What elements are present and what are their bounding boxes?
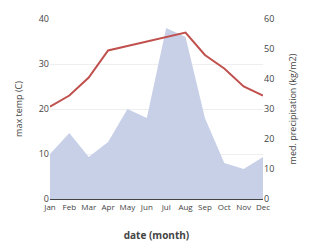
svg-text:Mar: Mar bbox=[81, 201, 97, 212]
svg-text:Dec: Dec bbox=[256, 201, 270, 212]
svg-text:20: 20 bbox=[264, 132, 274, 145]
svg-text:Jan: Jan bbox=[43, 201, 56, 212]
svg-text:Jul: Jul bbox=[161, 201, 171, 212]
svg-text:date (month): date (month) bbox=[124, 228, 190, 242]
svg-text:0: 0 bbox=[44, 192, 49, 205]
svg-text:60: 60 bbox=[264, 12, 274, 25]
svg-text:10: 10 bbox=[264, 162, 274, 175]
svg-text:50: 50 bbox=[264, 42, 274, 55]
svg-text:40: 40 bbox=[264, 72, 274, 85]
svg-text:Oct: Oct bbox=[218, 201, 231, 212]
svg-text:40: 40 bbox=[39, 12, 49, 25]
svg-text:10: 10 bbox=[39, 147, 49, 160]
svg-text:30: 30 bbox=[264, 102, 274, 115]
svg-text:Aug: Aug bbox=[178, 201, 193, 212]
svg-text:0: 0 bbox=[264, 192, 269, 205]
svg-text:Feb: Feb bbox=[63, 201, 77, 212]
svg-text:30: 30 bbox=[39, 57, 49, 70]
svg-text:Apr: Apr bbox=[101, 201, 115, 212]
svg-text:May: May bbox=[120, 201, 137, 212]
svg-text:Jun: Jun bbox=[140, 201, 153, 212]
svg-text:med. precipitation (kg/m2): med. precipitation (kg/m2) bbox=[286, 53, 299, 164]
svg-text:20: 20 bbox=[39, 102, 49, 115]
svg-text:max temp (C): max temp (C) bbox=[12, 81, 25, 137]
svg-text:Nov: Nov bbox=[236, 201, 251, 212]
svg-text:Sep: Sep bbox=[198, 201, 212, 212]
